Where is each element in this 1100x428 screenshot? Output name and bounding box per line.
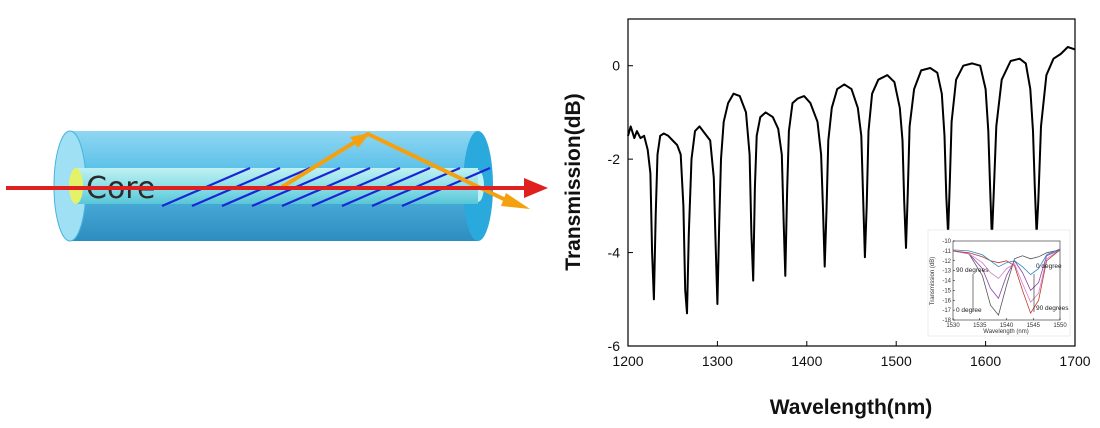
inset-series-line <box>952 249 1061 300</box>
y-tick-label: -2 <box>608 151 621 167</box>
series-line-transmission <box>627 46 1076 315</box>
y-tick-label: -18 <box>942 318 951 324</box>
inset-annotation-0-degree-right: 0 degree <box>1036 263 1062 270</box>
x-tick-label: 1400 <box>791 353 822 369</box>
inset-series <box>952 248 1061 316</box>
inset-annotation-90-degrees-left: 90 degrees <box>956 267 989 274</box>
inset-annotation-0-degree-left: 0 degree <box>956 307 982 314</box>
x-tick-label: 1535 <box>973 323 987 329</box>
y-tick-label: -12 <box>942 259 951 265</box>
x-tick-label: 1200 <box>612 353 643 369</box>
inset-y-axis-label: Transmission (dB) <box>930 257 936 305</box>
x-tick-label: 1300 <box>702 353 733 369</box>
transmission-chart: 1200 1300 1400 1500 1600 1700 -6 -4 -2 0 Waveleng… <box>562 18 1091 419</box>
y-tick-label: -16 <box>942 298 951 304</box>
y-tick-label: -13 <box>942 269 951 275</box>
inset-annotation-90-degrees-right: 90 degrees <box>1036 305 1069 312</box>
incident-beam-arrowhead <box>524 178 548 198</box>
x-tick-label: 1600 <box>970 353 1001 369</box>
inset-series-line <box>952 249 1061 315</box>
axis-ticks: 1200 1300 1400 1500 1600 1700 -6 -4 -2 0 <box>608 58 1091 369</box>
reflected-beam-arrowhead <box>501 193 530 209</box>
y-tick-label: -10 <box>942 239 951 245</box>
inset-x-axis-label: Wavelength (nm) <box>983 329 1028 335</box>
inset-chart: 1530 1535 1540 1545 1550 -18 -17 -16 -15 -14 -13 -1… <box>927 229 1071 337</box>
inset-series-line <box>952 249 1061 303</box>
inset-axis-ticks: 1530 1535 1540 1545 1550 -18 -17 -16 -15 -14 -13 -1… <box>942 239 1067 329</box>
y-tick-label: -17 <box>942 308 951 314</box>
y-tick-label: 0 <box>612 58 620 74</box>
plot-frame <box>627 18 1076 347</box>
y-axis-label: Transmission(dB) <box>562 93 585 270</box>
x-tick-label: 1500 <box>881 353 912 369</box>
x-tick-label: 1540 <box>1000 323 1014 329</box>
y-tick-label: -4 <box>608 245 621 261</box>
y-tick-label: -15 <box>942 288 951 294</box>
x-axis-label: Wavelength(nm) <box>770 396 933 419</box>
x-tick-label: 1550 <box>1053 323 1067 329</box>
inset-series-line <box>952 249 1061 316</box>
x-tick-label: 1700 <box>1059 353 1090 369</box>
y-tick-label: -11 <box>943 249 952 255</box>
reflected-beam-up-arrowhead <box>350 133 370 148</box>
x-tick-label: 1545 <box>1027 323 1041 329</box>
fiber-grating-diagram: Core <box>6 130 548 242</box>
inset-series-line <box>952 248 1061 276</box>
inset-background <box>927 229 1071 337</box>
y-tick-label: -6 <box>608 338 621 354</box>
x-tick-label: 1530 <box>946 323 960 329</box>
y-tick-label: -14 <box>942 279 951 285</box>
